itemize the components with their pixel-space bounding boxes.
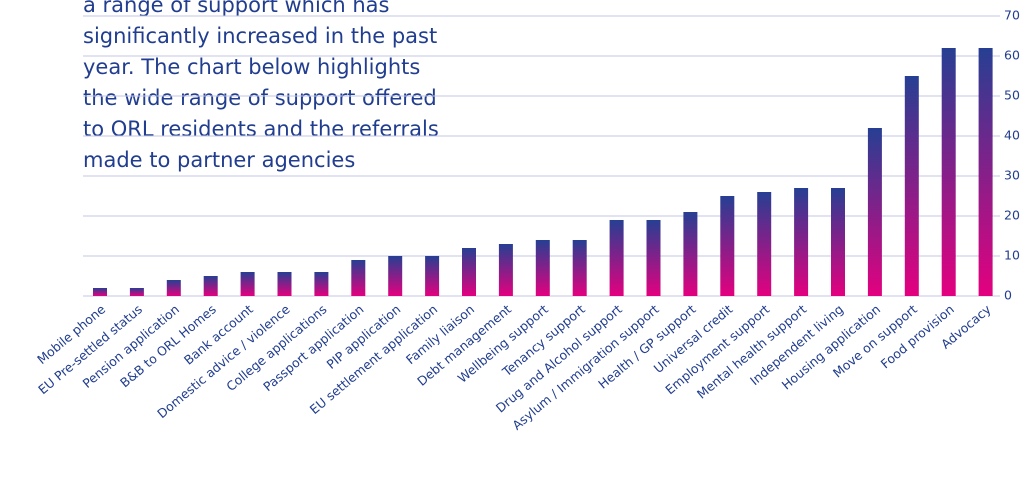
bar: [572, 240, 587, 296]
bar: [867, 128, 882, 296]
bar: [904, 76, 919, 296]
bar: [831, 188, 845, 296]
bar: [203, 276, 218, 296]
bar: [683, 212, 698, 296]
bar: [498, 244, 513, 296]
y-tick-label: 40: [1004, 128, 1020, 143]
intro-line: significantly increased in the past: [83, 24, 438, 48]
bar: [93, 288, 107, 296]
bar: [351, 260, 366, 296]
y-tick-label: 10: [1004, 248, 1020, 263]
intro-line: year. The chart below highlights: [83, 55, 421, 79]
bar: [646, 220, 661, 296]
y-tick-label: 60: [1004, 48, 1020, 63]
bar: [941, 48, 956, 296]
bar: [314, 272, 329, 296]
y-tick-label: 30: [1004, 168, 1020, 183]
bar: [462, 248, 476, 296]
bar: [720, 196, 735, 296]
bar: [166, 280, 181, 296]
intro-line: made to partner agencies: [83, 148, 356, 172]
intro-line: to ORL residents and the referrals: [83, 117, 439, 141]
bar: [388, 256, 403, 296]
bar: [757, 192, 772, 296]
bar: [129, 288, 144, 296]
bar: [425, 256, 440, 296]
y-tick-label: 0: [1004, 288, 1012, 303]
intro-line: the wide range of support offered: [83, 86, 437, 110]
y-tick-label: 70: [1004, 8, 1020, 23]
y-tick-label: 50: [1004, 88, 1020, 103]
bar: [240, 272, 255, 296]
y-tick-label: 20: [1004, 208, 1020, 223]
bar: [794, 188, 809, 296]
intro-line: a range of support which has: [83, 0, 390, 17]
bar: [535, 240, 550, 296]
bar: [277, 272, 292, 296]
bar: [609, 220, 624, 296]
bar: [978, 48, 993, 296]
intro-text: a range of support which has significantl…: [83, 0, 439, 176]
